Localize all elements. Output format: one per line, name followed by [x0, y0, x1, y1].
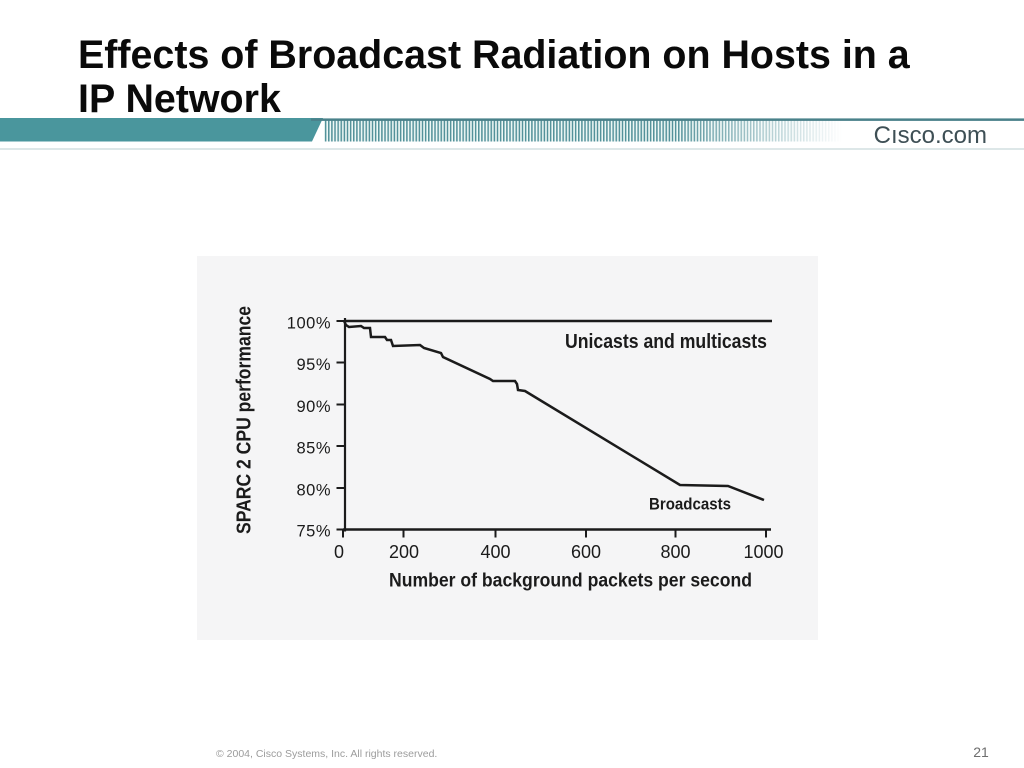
- svg-text:200: 200: [389, 542, 419, 562]
- svg-text:1000: 1000: [743, 542, 783, 562]
- svg-text:800: 800: [660, 542, 690, 562]
- svg-text:0: 0: [334, 542, 344, 562]
- svg-text:600: 600: [571, 542, 601, 562]
- svg-text:Number of background packets p: Number of background packets per second: [389, 570, 752, 592]
- svg-text:90%: 90%: [296, 398, 331, 416]
- svg-text:400: 400: [480, 542, 510, 562]
- svg-text:Broadcasts: Broadcasts: [649, 496, 731, 514]
- svg-text:Unicasts and multicasts: Unicasts and multicasts: [565, 331, 767, 353]
- svg-text:75%: 75%: [296, 523, 331, 541]
- svg-text:95%: 95%: [296, 356, 331, 374]
- svg-text:80%: 80%: [296, 482, 331, 500]
- svg-text:100%: 100%: [287, 315, 331, 333]
- svg-text:85%: 85%: [296, 440, 331, 458]
- svg-text:SPARC 2 CPU performance: SPARC 2 CPU performance: [234, 306, 256, 534]
